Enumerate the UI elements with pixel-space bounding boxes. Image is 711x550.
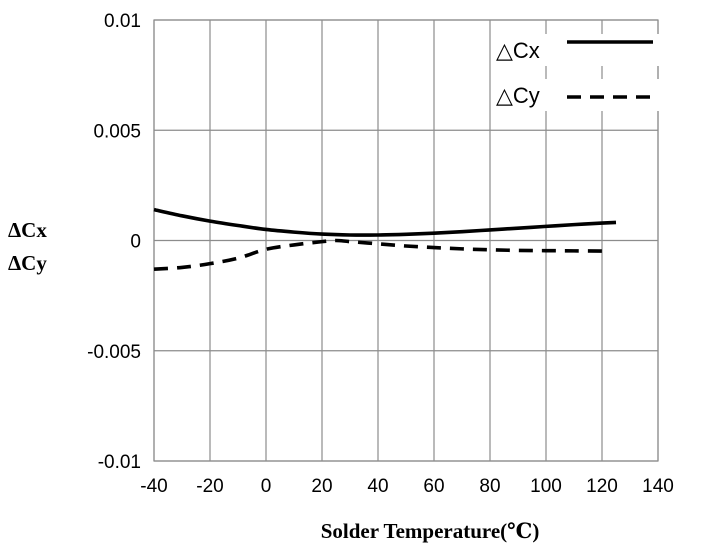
plot-area-border <box>153 19 659 462</box>
legend: △Cx △Cy <box>492 34 662 111</box>
legend-background <box>492 34 662 66</box>
x-axis-title: Solder Temperature(℃) <box>321 519 540 543</box>
y-axis-title-line-2: ΔCy <box>8 251 47 275</box>
legend-item-cx: △Cx <box>492 34 662 66</box>
legend-label: △Cy <box>496 83 540 108</box>
y-tick-label: 0 <box>130 232 141 253</box>
legend-background <box>492 79 662 111</box>
y-tick-label: -0.005 <box>87 342 141 363</box>
y-axis-title-line-1: ΔCx <box>8 218 47 242</box>
y-tick-label: 0.01 <box>104 11 141 32</box>
x-tick-label: 0 <box>261 476 272 497</box>
tick-labels: -40 -20 0 20 40 60 80 100 120 140 -0.01 -0.005 0 0.00… <box>87 11 674 497</box>
x-tick-label: -20 <box>196 476 223 497</box>
x-tick-label: 60 <box>423 476 444 497</box>
series-line-cx <box>153 207 617 237</box>
x-tick-label: 80 <box>479 476 500 497</box>
series-lines <box>153 207 617 271</box>
x-tick-label: 100 <box>530 476 562 497</box>
series-line-cy <box>153 238 603 271</box>
y-tick-label: 0.005 <box>93 121 141 142</box>
y-tick-label: -0.01 <box>98 452 141 473</box>
x-tick-label: -40 <box>140 476 167 497</box>
legend-label: △Cx <box>496 38 540 63</box>
x-tick-label: 120 <box>586 476 618 497</box>
x-tick-label: 20 <box>311 476 332 497</box>
grid <box>153 19 659 462</box>
x-tick-label: 40 <box>367 476 388 497</box>
legend-item-cy: △Cy <box>492 79 662 111</box>
x-tick-label: 140 <box>642 476 674 497</box>
